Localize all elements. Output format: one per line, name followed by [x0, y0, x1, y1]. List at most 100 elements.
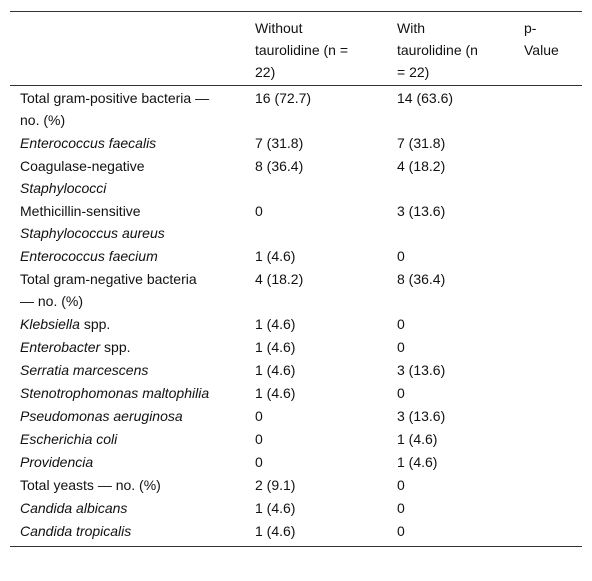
label-text: spp.: [100, 339, 131, 355]
value-cell: 1 (4.6): [255, 248, 296, 264]
table-row: Enterococcus faecium 1 (4.6) 0: [10, 244, 582, 267]
value-cell: 7 (31.8): [397, 135, 446, 151]
p-value-cell: [524, 450, 582, 473]
label-text: Methicillin-sensitive: [20, 203, 141, 219]
table-row: Candida tropicalis 1 (4.6) 0: [10, 519, 582, 547]
value-cell: 0: [397, 523, 405, 539]
value-cell: 0: [255, 431, 263, 447]
table-row: Total gram-negative bacteria — no. (%) 4 …: [10, 267, 582, 312]
p-value-cell: [524, 404, 582, 427]
table-body: Total gram-positive bacteria — no. (%) 16…: [10, 86, 582, 547]
value-cell: 2 (9.1): [255, 477, 296, 493]
value-cell: 1 (4.6): [255, 362, 296, 378]
header-row: Without taurolidine (n = 22) With taurol…: [10, 11, 582, 86]
row-label: Candida tropicalis: [10, 519, 255, 547]
row-label: Enterobacter spp.: [10, 335, 255, 358]
value-cell: 4 (18.2): [397, 158, 446, 174]
table-row: Enterococcus faecalis 7 (31.8) 7 (31.8): [10, 131, 582, 154]
value-cell: 0: [397, 248, 405, 264]
header-cell: p-Value: [524, 20, 559, 58]
table-row: Coagulase-negative Staphylococci 8 (36.4)…: [10, 154, 582, 199]
row-label: Providencia: [10, 450, 255, 473]
p-value-cell: [524, 473, 582, 496]
row-label: Methicillin-sensitive Staphylococcus aur…: [10, 199, 255, 244]
value-cell: 3 (13.6): [397, 203, 446, 219]
label-text: Candida albicans: [20, 500, 128, 516]
label-text: Enterococcus faecium: [20, 248, 158, 264]
p-value-cell: [524, 131, 582, 154]
p-value-cell: [524, 154, 582, 199]
row-label: Pseudomonas aeruginosa: [10, 404, 255, 427]
label-text: Total gram-positive bacteria — no. (%): [20, 90, 210, 128]
row-label: Total gram-negative bacteria — no. (%): [10, 267, 255, 312]
row-label: Total gram-positive bacteria — no. (%): [10, 86, 255, 132]
value-cell: 1 (4.6): [397, 454, 438, 470]
row-label: Total yeasts — no. (%): [10, 473, 255, 496]
row-label: Escherichia coli: [10, 427, 255, 450]
value-cell: 0: [255, 203, 263, 219]
value-cell: 7 (31.8): [255, 135, 304, 151]
header-cell: [10, 12, 255, 86]
value-cell: 1 (4.6): [255, 339, 296, 355]
label-text: Escherichia coli: [20, 431, 118, 447]
value-cell: 1 (4.6): [397, 431, 438, 447]
p-value-cell: [524, 496, 582, 519]
value-cell: 8 (36.4): [397, 271, 446, 287]
table-row: Serratia marcescens 1 (4.6) 3 (13.6): [10, 358, 582, 381]
table-row: Candida albicans 1 (4.6) 0: [10, 496, 582, 519]
row-label: Klebsiella spp.: [10, 312, 255, 335]
value-cell: 0: [397, 339, 405, 355]
value-cell: 16 (72.7): [255, 90, 312, 106]
label-text: Coagulase-negative: [20, 158, 145, 174]
value-cell: 1 (4.6): [255, 500, 296, 516]
value-cell: 0: [397, 385, 405, 401]
header-cell: Without taurolidine (n = 22): [255, 20, 349, 80]
p-value-cell: [524, 267, 582, 312]
value-cell: 14 (63.6): [397, 90, 454, 106]
value-cell: 1 (4.6): [255, 523, 296, 539]
value-cell: 0: [397, 500, 405, 516]
p-value-cell: [524, 312, 582, 335]
value-cell: 0: [397, 477, 405, 493]
row-label: Serratia marcescens: [10, 358, 255, 381]
label-text: Serratia marcescens: [20, 362, 149, 378]
label-text: Enterobacter: [20, 339, 101, 355]
value-cell: 1 (4.6): [255, 385, 296, 401]
p-value-cell: [524, 86, 582, 132]
value-cell: 0: [397, 316, 405, 332]
p-value-cell: [524, 335, 582, 358]
label-text: Staphylococci: [20, 180, 107, 196]
label-text: Total gram-negative bacteria — no. (%): [20, 271, 197, 309]
row-label: Enterococcus faecium: [10, 244, 255, 267]
label-text: Stenotrophomonas maltophilia: [20, 385, 210, 401]
table-row: Pseudomonas aeruginosa 0 3 (13.6): [10, 404, 582, 427]
label-text: Staphylococcus aureus: [20, 225, 165, 241]
p-value-cell: [524, 381, 582, 404]
table-row: Escherichia coli 0 1 (4.6): [10, 427, 582, 450]
table-head: Without taurolidine (n = 22) With taurol…: [10, 11, 582, 86]
row-label: Stenotrophomonas maltophilia: [10, 381, 255, 404]
row-label: Coagulase-negative Staphylococci: [10, 154, 255, 199]
value-cell: 1 (4.6): [255, 316, 296, 332]
label-text: Enterococcus faecalis: [20, 135, 157, 151]
table-row: Stenotrophomonas maltophilia 1 (4.6) 0: [10, 381, 582, 404]
label-text: spp.: [79, 316, 111, 332]
value-cell: 3 (13.6): [397, 408, 446, 424]
p-value-cell: [524, 199, 582, 244]
value-cell: 4 (18.2): [255, 271, 304, 287]
label-text: Providencia: [20, 454, 94, 470]
label-text: Candida tropicalis: [20, 523, 132, 539]
data-table: Without taurolidine (n = 22) With taurol…: [10, 11, 582, 547]
table-row: Providencia 0 1 (4.6): [10, 450, 582, 473]
value-cell: 0: [255, 408, 263, 424]
label-text: Klebsiella: [20, 316, 80, 332]
value-cell: 0: [255, 454, 263, 470]
table-row: Methicillin-sensitive Staphylococcus aur…: [10, 199, 582, 244]
p-value-cell: [524, 358, 582, 381]
header-cell: With taurolidine (n = 22): [397, 20, 478, 80]
table-row: Total gram-positive bacteria — no. (%) 16…: [10, 86, 582, 132]
table-row: Klebsiella spp. 1 (4.6) 0: [10, 312, 582, 335]
p-value-cell: [524, 427, 582, 450]
row-label: Candida albicans: [10, 496, 255, 519]
